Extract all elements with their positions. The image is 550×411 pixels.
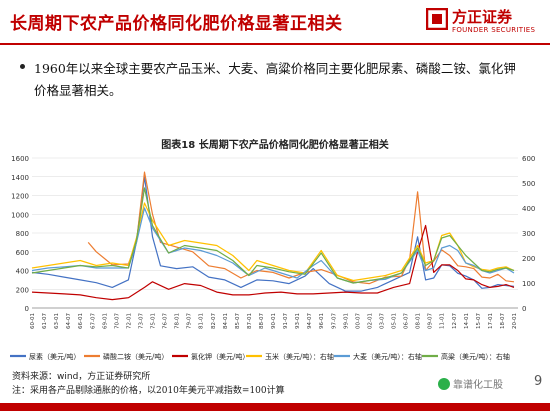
logo-chinese-name: 方正证券 xyxy=(452,8,513,26)
y-right-tick-label: 500 xyxy=(522,180,535,188)
y-right-tick-label: 100 xyxy=(522,280,535,288)
data-source: 资料来源：wind，方正证券研究所 xyxy=(12,372,151,382)
x-tick-label: 79-07 xyxy=(187,313,193,329)
x-tick-label: 93-01 xyxy=(295,313,301,329)
y-left-tick-label: 400 xyxy=(16,268,29,276)
x-tick-label: 05-01 xyxy=(392,313,398,329)
x-tick-label: 97-07 xyxy=(331,313,337,329)
legend-label: 尿素（美元/吨） xyxy=(29,352,80,361)
y-left-tick-label: 1000 xyxy=(11,211,29,219)
x-tick-label: 11-01 xyxy=(440,313,446,329)
y-right-tick-label: 300 xyxy=(522,230,535,238)
bullet-text: 1960年以来全球主要农产品玉米、大麦、高粱价格同主要化肥尿素、磷酸二铵、氯化钾… xyxy=(34,61,516,98)
x-tick-label: 08-01 xyxy=(416,313,422,329)
series-line xyxy=(31,202,515,282)
x-tick-label: 14-01 xyxy=(464,313,470,329)
y-left-tick-label: 0 xyxy=(25,305,29,313)
price-chart: 0 200 400 600 800 1000 1200 1400 1600 0 100 200 300 4… xyxy=(0,148,550,368)
x-tick-label: 64-07 xyxy=(66,313,72,329)
y-left-tick-label: 1600 xyxy=(11,155,29,163)
legend-label: 大麦（美元/吨）：右轴 xyxy=(353,352,422,361)
x-tick-label: 87-01 xyxy=(247,313,253,329)
y-left-tick-label: 200 xyxy=(16,286,29,294)
founder-logo: 方正证券 FOUNDER SECURITIES xyxy=(426,6,536,40)
x-tick-label: 18-07 xyxy=(500,313,506,329)
price-chart-svg: 0 200 400 600 800 1000 1200 1400 1600 0 100 200 300 4… xyxy=(10,155,535,361)
slide-title: 长周期下农产品价格同化肥价格显著正相关 xyxy=(10,14,343,34)
x-tick-label: 78-01 xyxy=(175,313,181,329)
x-tick-label: 66-01 xyxy=(78,313,84,329)
x-tick-label: 88-07 xyxy=(259,313,265,329)
y-left-tick-label: 1400 xyxy=(11,174,29,182)
series-line xyxy=(31,224,515,301)
x-tick-label: 82-07 xyxy=(211,313,217,329)
x-tick-label: 12-07 xyxy=(452,313,458,329)
x-tick-label: 61-07 xyxy=(42,313,48,329)
chart-note: 注：采用各产品剔除通胀的价格，以2010年美元平减指数=100计算 xyxy=(12,386,285,396)
x-tick-label: 81-01 xyxy=(199,313,205,329)
header-divider xyxy=(0,43,550,45)
y-right-tick-label: 400 xyxy=(522,205,535,213)
chart-title: 图表18 长周期下农产品价格同化肥价格显著正相关 xyxy=(161,140,389,151)
x-tick-label: 70-07 xyxy=(114,313,120,329)
legend-label: 磷酸二铵（美元/吨） xyxy=(103,352,168,361)
y-left-tick-label: 1200 xyxy=(11,193,29,201)
x-tick-label: 17-01 xyxy=(488,313,494,329)
series-line xyxy=(31,207,515,284)
x-tick-label: 03-07 xyxy=(379,313,385,329)
x-tick-label: 90-01 xyxy=(271,313,277,329)
series-line xyxy=(31,176,515,292)
x-tick-label: 75-01 xyxy=(151,313,157,329)
watermark-text: 靠谱化工股 xyxy=(453,380,503,391)
x-tick-label: 94-07 xyxy=(307,313,313,329)
watermark: 靠谱化工股 xyxy=(438,376,503,391)
x-tick-label: 60-01 xyxy=(30,313,36,329)
y-right-tick-label: 0 xyxy=(522,305,526,313)
x-tick-label: 20-01 xyxy=(512,313,518,329)
y-right-tick-label: 200 xyxy=(522,255,535,263)
x-tick-label: 69-01 xyxy=(102,313,108,329)
x-tick-label: 73-07 xyxy=(138,313,144,329)
bullet-icon xyxy=(20,64,25,69)
logo-english-name: FOUNDER SECURITIES xyxy=(452,26,536,34)
series-line xyxy=(31,187,515,284)
footer-bar xyxy=(0,403,550,411)
y-left-tick-label: 800 xyxy=(16,230,29,238)
x-tick-label: 06-07 xyxy=(404,313,410,329)
x-tick-label: 09-07 xyxy=(428,313,434,329)
x-tick-label: 85-07 xyxy=(235,313,241,329)
x-tick-label: 99-01 xyxy=(343,313,349,329)
x-tick-label: 00-07 xyxy=(355,313,361,329)
x-tick-label: 63-01 xyxy=(54,313,60,329)
x-tick-label: 96-01 xyxy=(319,313,325,329)
x-tick-label: 02-01 xyxy=(367,313,373,329)
x-tick-label: 84-01 xyxy=(223,313,229,329)
x-tick-label: 15-07 xyxy=(476,313,482,329)
page-number: 9 xyxy=(534,374,543,389)
y-right-tick-label: 600 xyxy=(522,155,535,163)
x-tick-label: 76-07 xyxy=(163,313,169,329)
legend-label: 玉米（美元/吨）：右轴 xyxy=(265,352,334,361)
slide-header: 长周期下农产品价格同化肥价格显著正相关 方正证券 FOUNDER SECURIT… xyxy=(0,0,550,45)
legend-label: 高粱（美元/吨）：右轴 xyxy=(441,352,510,361)
y-left-tick-label: 600 xyxy=(16,249,29,257)
x-tick-label: 67-07 xyxy=(90,313,96,329)
wechat-icon xyxy=(438,378,450,390)
x-tick-label: 72-01 xyxy=(126,313,132,329)
legend-label: 氯化钾（美元/吨） xyxy=(191,352,249,361)
founder-logo-icon xyxy=(426,8,448,30)
x-tick-label: 91-07 xyxy=(283,313,289,329)
